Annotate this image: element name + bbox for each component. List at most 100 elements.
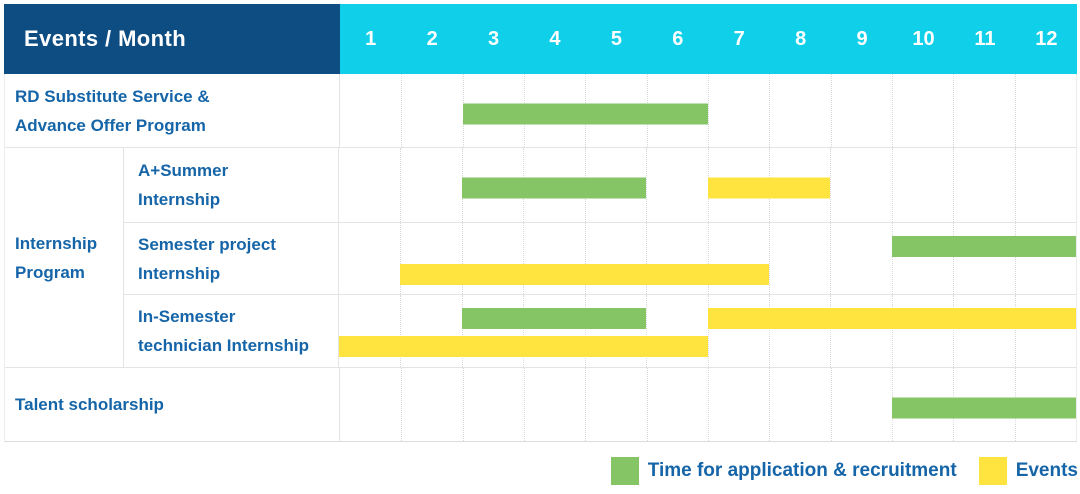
gantt-bar-application	[461, 177, 647, 199]
month-gridline	[401, 368, 403, 441]
row-label: Talent scholarship	[5, 368, 340, 441]
month-gridline	[585, 368, 587, 441]
row-label: RD Substitute Service & Advance Offer Pro…	[5, 74, 340, 147]
month-gridline	[584, 223, 586, 294]
legend: Time for application & recruitment Event…	[610, 457, 1078, 485]
month-grid	[340, 74, 1076, 147]
gantt-bar-event	[400, 264, 769, 285]
month-label: 5	[610, 27, 622, 50]
month-gridline	[707, 223, 709, 294]
legend-application-label: Time for application & recruitment	[647, 460, 957, 481]
gantt-bar-application	[891, 236, 1076, 257]
month-gridline	[708, 368, 709, 441]
events-table: Events / Month 1 2 3 4 5 6 7 8 9 10 11 12 RD Substi…	[4, 4, 1077, 442]
row-label-line: A+Summer	[138, 161, 229, 180]
month-gridline	[892, 74, 893, 147]
month-grid	[339, 295, 1076, 367]
month-gridline	[1014, 74, 1016, 147]
gantt-bar-event	[707, 177, 831, 199]
month-gridline	[401, 74, 403, 147]
month-gridline	[830, 74, 832, 147]
month-gridline	[646, 368, 648, 441]
subrow-label: A+Summer Internship	[124, 148, 339, 222]
month-gridline	[769, 74, 771, 147]
month-gridline	[461, 295, 463, 367]
month-gridline	[462, 368, 464, 441]
month-gridline	[1014, 148, 1016, 222]
month-label: 8	[795, 27, 807, 50]
month-gridline	[708, 74, 709, 147]
month-gridline	[400, 148, 402, 222]
month-gridline	[830, 223, 832, 294]
subrow-label: Semester project Internship	[124, 223, 339, 294]
row-label-line: Program	[15, 262, 85, 282]
gantt-bar-application	[461, 308, 647, 329]
month-header: 1 2 3 4 5 6 7 8 9 10 11 12	[340, 4, 1077, 74]
month-label: 10	[912, 27, 935, 50]
row-label-line: technician Internship	[138, 336, 309, 355]
month-label: 12	[1035, 27, 1058, 50]
row-label-line: Internship	[138, 190, 221, 209]
month-gridline	[646, 148, 648, 222]
month-gridline	[891, 148, 893, 222]
events-month-header: Events / Month	[4, 4, 340, 74]
month-label: 11	[974, 27, 996, 50]
month-gridline	[891, 223, 893, 294]
month-gridline	[461, 223, 463, 294]
month-gridline	[830, 295, 832, 367]
month-gridline	[769, 368, 771, 441]
row-label-line: In-Semester	[138, 307, 236, 326]
month-gridline	[830, 368, 832, 441]
row-label-line: Advance Offer Program	[15, 115, 206, 135]
month-grid	[340, 368, 1076, 441]
month-gridline	[646, 295, 648, 367]
month-gridline	[953, 223, 955, 294]
month-label: 1	[365, 27, 377, 50]
month-gridline	[953, 295, 955, 367]
group-label: Internship Program	[5, 148, 124, 367]
gantt-subrow: A+Summer Internship	[124, 148, 1076, 222]
legend-item-events: Events	[978, 457, 1078, 485]
gantt-subrow: In-Semester technician Internship	[124, 294, 1076, 367]
table-header-row: Events / Month 1 2 3 4 5 6 7 8 9 10 11 12	[4, 4, 1077, 74]
month-gridline	[768, 295, 770, 367]
gantt-bar-application	[462, 103, 708, 124]
month-gridline	[953, 148, 955, 222]
row-label-line: Internship	[138, 263, 221, 283]
gantt-bar-event	[339, 336, 708, 357]
row-label-line: RD Substitute Service &	[15, 86, 210, 106]
month-gridline	[646, 223, 648, 294]
month-gridline	[1014, 223, 1016, 294]
month-grid	[339, 223, 1076, 294]
month-label: 9	[856, 27, 868, 50]
gantt-bar-application	[892, 397, 1076, 418]
gantt-row: Talent scholarship	[5, 367, 1076, 441]
month-label: 6	[672, 27, 684, 50]
month-gridline	[707, 295, 709, 367]
month-gridline	[400, 295, 402, 367]
month-gridline	[400, 223, 402, 294]
month-grid	[339, 148, 1076, 222]
month-label: 3	[487, 27, 500, 50]
month-label: 4	[549, 27, 561, 50]
gantt-row: RD Substitute Service & Advance Offer Pro…	[5, 74, 1076, 147]
gantt-subrow: Semester project Internship	[124, 222, 1076, 294]
month-gridline	[584, 295, 586, 367]
table-body: RD Substitute Service & Advance Offer Pro…	[4, 74, 1077, 442]
gantt-group-row: Internship Program A+Summer Internship Semes…	[5, 147, 1076, 367]
row-label-line: Semester project	[138, 234, 276, 254]
month-gridline	[524, 368, 525, 441]
event-swatch-icon	[978, 457, 1007, 485]
month-gridline	[830, 148, 832, 222]
gantt-bar-event	[707, 308, 1076, 329]
month-gridline	[768, 223, 770, 294]
month-gridline	[953, 74, 955, 147]
month-gridline	[891, 295, 893, 367]
month-label: 2	[426, 27, 438, 50]
month-gridline	[523, 295, 525, 367]
month-label: 7	[733, 27, 745, 50]
legend-item-application: Time for application & recruitment	[610, 457, 957, 485]
row-label-line: Talent scholarship	[15, 395, 164, 414]
subrow-label: In-Semester technician Internship	[124, 295, 339, 367]
legend-events-label: Events	[1015, 460, 1078, 481]
